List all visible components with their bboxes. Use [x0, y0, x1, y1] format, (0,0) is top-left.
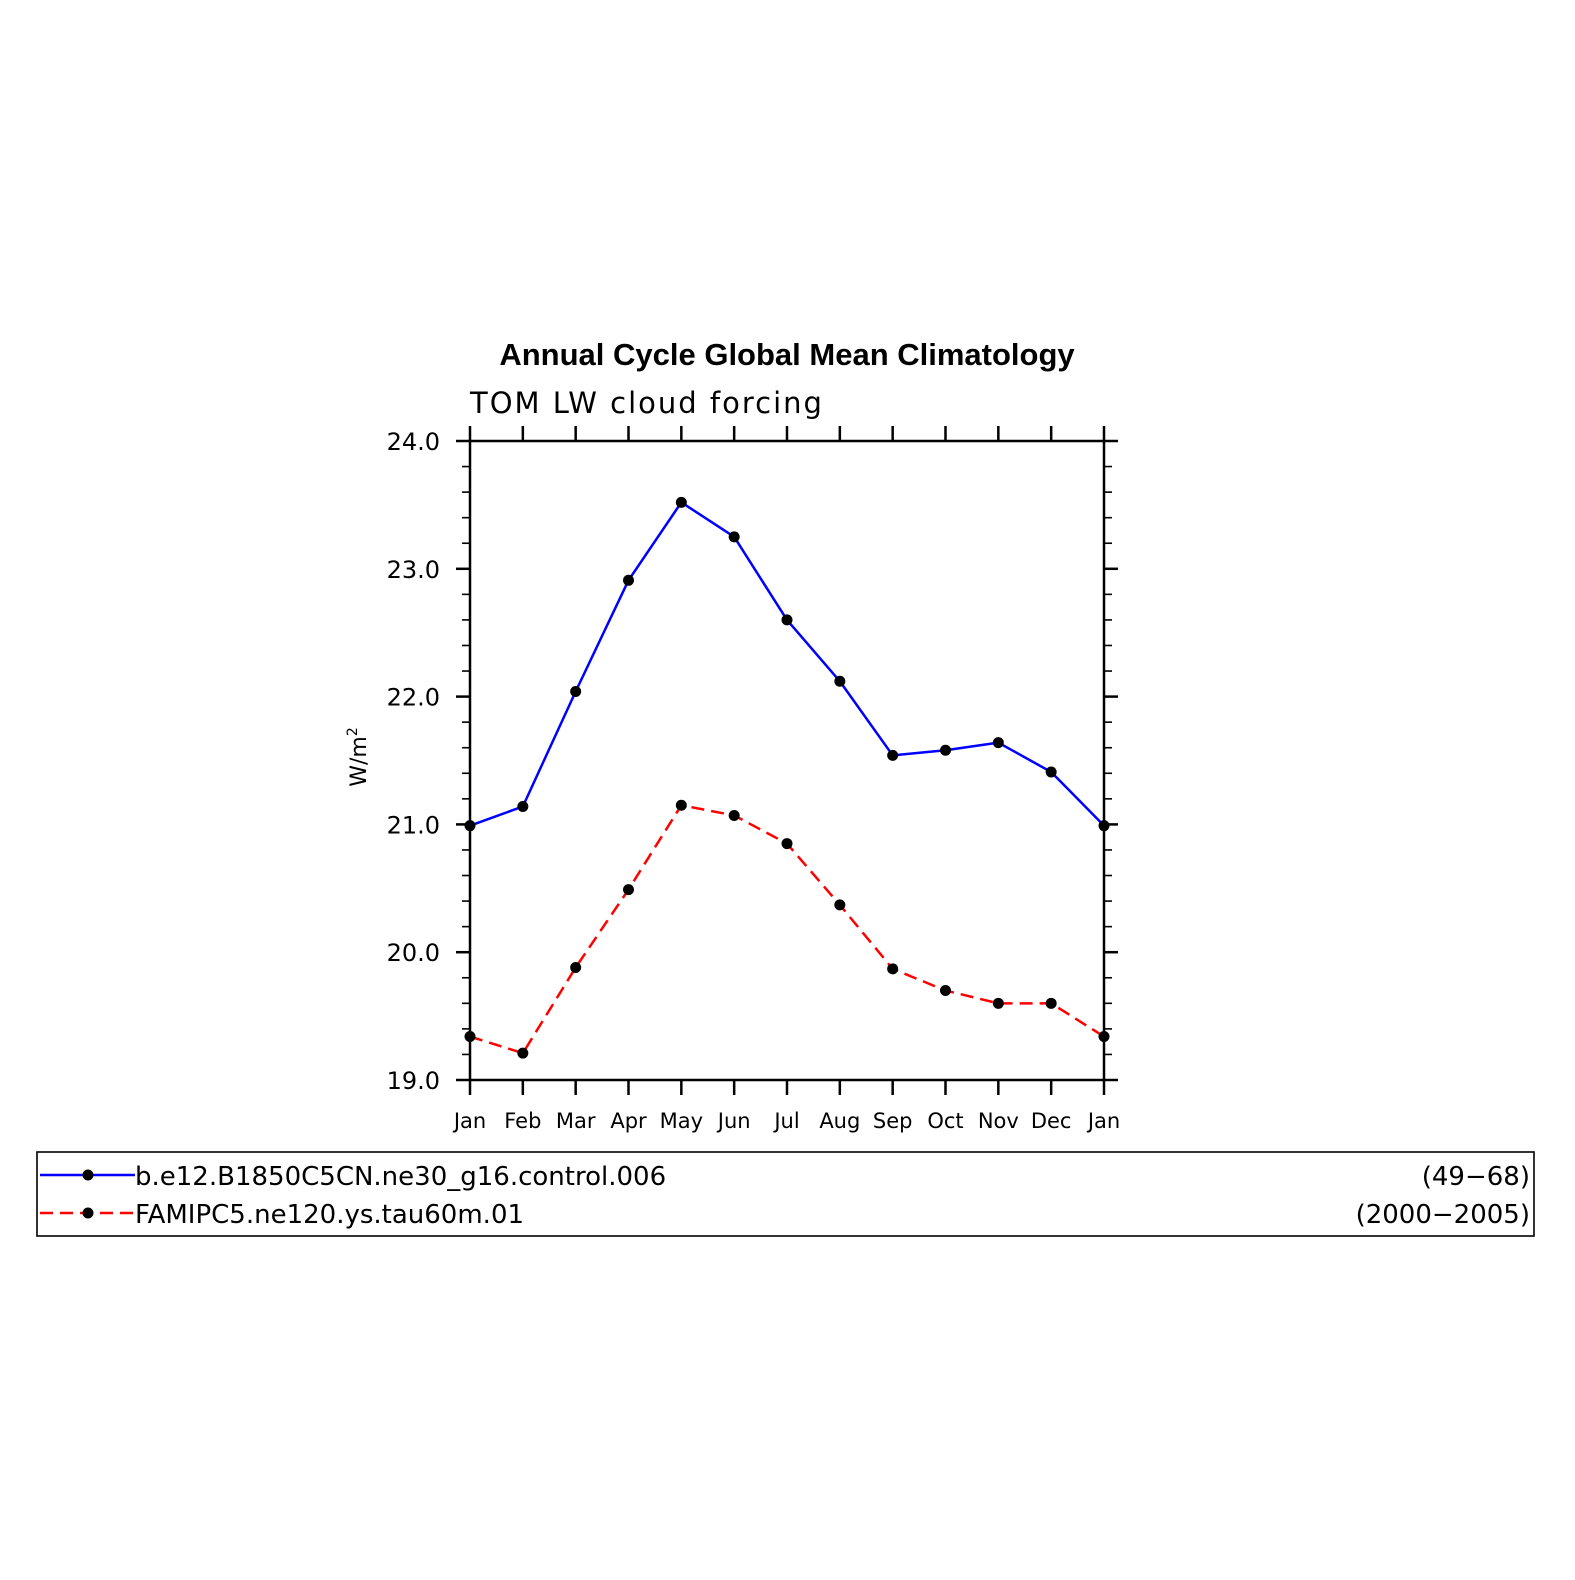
- data-point-marker: [781, 614, 793, 626]
- data-point-marker: [728, 531, 740, 543]
- data-point-marker: [887, 749, 899, 761]
- chart-title: Annual Cycle Global Mean Climatology: [499, 337, 1075, 372]
- x-tick-label: Jan: [1086, 1109, 1120, 1133]
- data-point-marker: [728, 809, 740, 821]
- y-tick-label: 19.0: [387, 1067, 440, 1095]
- data-point-marker: [992, 997, 1004, 1009]
- x-tick-label: Sep: [873, 1109, 913, 1133]
- data-point-marker: [940, 744, 951, 756]
- y-tick-label: 20.0: [387, 939, 440, 967]
- plot-frame: [468, 439, 1106, 1082]
- series-line: [469, 501, 1105, 827]
- x-tick-label: Jul: [772, 1109, 799, 1133]
- x-tick-label: Jun: [716, 1109, 751, 1133]
- x-tick-label: Feb: [504, 1109, 541, 1133]
- data-point-marker: [570, 685, 582, 697]
- x-tick-label: May: [660, 1109, 703, 1133]
- x-tick-label: Nov: [978, 1109, 1019, 1133]
- y-axis-label: W/m2: [345, 727, 372, 787]
- data-point-marker: [517, 801, 529, 813]
- data-point-marker: [887, 963, 899, 975]
- data-point-marker: [570, 962, 582, 974]
- legend-marker: [82, 1207, 94, 1219]
- data-point-marker: [623, 884, 634, 896]
- x-tick-label: Oct: [927, 1109, 963, 1133]
- data-point-marker: [834, 675, 846, 687]
- legend-box: [36, 1151, 1535, 1237]
- x-tick-label: Jan: [452, 1109, 486, 1133]
- y-tick-label: 23.0: [387, 556, 440, 584]
- chart-subtitle: TOM LW cloud forcing: [469, 386, 824, 420]
- legend-marker: [82, 1169, 94, 1181]
- data-point-marker: [1098, 1031, 1110, 1043]
- data-point-marker: [464, 820, 476, 832]
- series-layer: [464, 496, 1110, 1059]
- data-point-marker: [1098, 820, 1110, 832]
- plot-axes: 19.0 20.0 21.0 22.0 23.0 24.0 Jan Feb Mar Apr May J…: [387, 426, 1120, 1133]
- x-tick-label: Aug: [819, 1109, 860, 1133]
- data-point-marker: [464, 1031, 476, 1043]
- y-tick-label: 24.0: [387, 428, 440, 456]
- data-point-marker: [623, 574, 634, 586]
- legend: b.e12.B1850C5CN.ne30_g16.control.006 (49−…: [36, 1151, 1535, 1237]
- y-tick-label: 22.0: [387, 684, 440, 712]
- x-tick-label: Mar: [556, 1109, 596, 1133]
- data-point-marker: [781, 838, 793, 850]
- legend-series-years: (2000−2005): [1356, 1200, 1530, 1230]
- data-point-marker: [675, 799, 687, 811]
- data-point-marker: [992, 737, 1004, 749]
- data-point-marker: [1045, 766, 1057, 778]
- legend-series-name: b.e12.B1850C5CN.ne30_g16.control.006: [135, 1162, 666, 1192]
- x-tick-label: Apr: [610, 1109, 647, 1133]
- data-point-marker: [1045, 997, 1057, 1009]
- x-tick-label: Dec: [1031, 1109, 1072, 1133]
- y-axis-label-superscript: 2: [345, 727, 361, 736]
- data-point-marker: [834, 899, 846, 911]
- data-point-marker: [940, 985, 951, 997]
- legend-series-years: (49−68): [1422, 1162, 1530, 1192]
- y-tick-label: 21.0: [387, 811, 440, 839]
- data-point-marker: [675, 496, 687, 508]
- legend-series-name: FAMIPC5.ne120.ys.tau60m.01: [135, 1200, 524, 1230]
- y-axis-label-base: W/m: [347, 736, 372, 787]
- data-point-marker: [517, 1047, 529, 1059]
